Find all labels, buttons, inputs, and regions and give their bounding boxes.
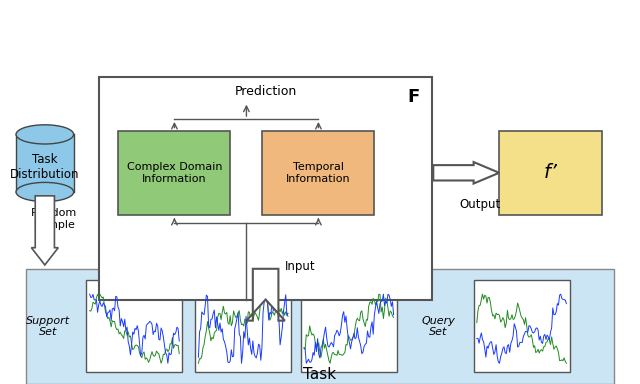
FancyBboxPatch shape	[16, 134, 74, 192]
Text: Input: Input	[285, 260, 316, 273]
Text: Task: Task	[303, 367, 337, 382]
Text: Random
Sample: Random Sample	[31, 208, 77, 230]
FancyBboxPatch shape	[26, 269, 614, 384]
Polygon shape	[246, 269, 285, 321]
Polygon shape	[31, 196, 58, 265]
FancyBboxPatch shape	[262, 131, 374, 215]
Text: Complex Domain
Information: Complex Domain Information	[127, 162, 222, 184]
Polygon shape	[433, 162, 499, 184]
FancyBboxPatch shape	[118, 131, 230, 215]
FancyBboxPatch shape	[86, 280, 182, 372]
Ellipse shape	[16, 125, 74, 144]
FancyBboxPatch shape	[474, 280, 570, 372]
Text: F: F	[407, 88, 419, 106]
Text: Task
Distribution: Task Distribution	[10, 153, 79, 181]
Text: Query
Set: Query Set	[422, 316, 455, 337]
FancyBboxPatch shape	[195, 280, 291, 372]
Text: Support
Set: Support Set	[26, 316, 70, 337]
FancyBboxPatch shape	[301, 280, 397, 372]
FancyBboxPatch shape	[499, 131, 602, 215]
Text: f’: f’	[543, 163, 557, 182]
Text: Output: Output	[460, 198, 500, 211]
Text: Prediction: Prediction	[234, 85, 297, 98]
Ellipse shape	[16, 182, 74, 202]
FancyBboxPatch shape	[99, 77, 432, 300]
Text: Temporal
Information: Temporal Information	[286, 162, 351, 184]
